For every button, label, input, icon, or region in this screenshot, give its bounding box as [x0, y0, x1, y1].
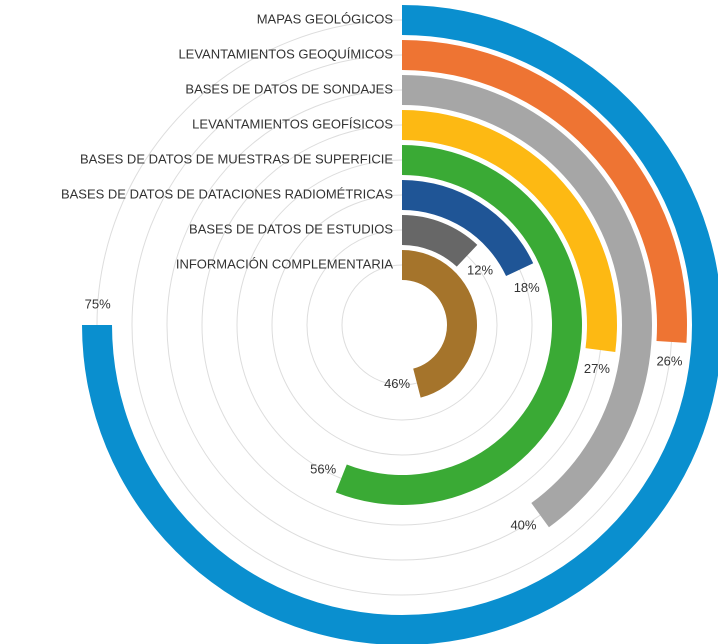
category-label: BASES DE DATOS DE SONDAJES: [185, 81, 393, 96]
value-label: 27%: [584, 361, 610, 376]
category-label: BASES DE DATOS DE ESTUDIOS: [189, 221, 393, 236]
ring-bar: [402, 180, 534, 277]
ring-bar: [402, 40, 687, 343]
value-label: 40%: [510, 518, 536, 533]
category-label: BASES DE DATOS DE MUESTRAS DE SUPERFICIE: [80, 151, 393, 166]
value-label: 26%: [656, 353, 682, 368]
value-label: 75%: [85, 296, 111, 311]
value-label: 18%: [514, 280, 540, 295]
category-label: LEVANTAMIENTOS GEOFÍSICOS: [192, 116, 393, 131]
ring-bar: [402, 75, 653, 528]
value-label: 12%: [467, 262, 493, 277]
ring-bar: [402, 215, 478, 267]
category-label: MAPAS GEOLÓGICOS: [257, 11, 394, 26]
value-label: 46%: [384, 376, 410, 391]
category-label: INFORMACIÓN COMPLEMENTARIA: [176, 256, 393, 271]
category-label: LEVANTAMIENTOS GEOQUÍMICOS: [178, 46, 393, 61]
category-label: BASES DE DATOS DE DATACIONES RADIOMÉTRIC…: [61, 186, 393, 201]
ring-bar: [402, 110, 617, 352]
ring-bar: [402, 250, 477, 398]
value-label: 56%: [310, 461, 336, 476]
